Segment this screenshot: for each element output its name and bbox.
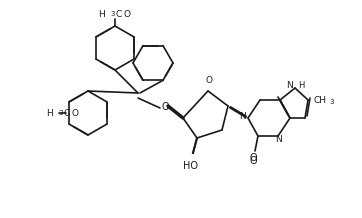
Text: O: O [162,102,170,112]
Text: N: N [239,111,245,121]
Text: C: C [63,109,69,118]
Text: N: N [275,136,282,145]
Text: O: O [71,109,78,118]
Text: H: H [98,10,105,19]
Text: 3: 3 [110,11,114,17]
Text: C: C [115,10,121,19]
Text: N: N [286,80,293,90]
Text: CH: CH [313,95,326,104]
Text: 3: 3 [58,110,63,116]
Text: HO: HO [182,161,198,171]
Text: H: H [298,80,304,90]
Text: H: H [46,109,53,118]
Text: 3: 3 [329,99,333,105]
Text: O: O [123,10,130,19]
Text: O: O [206,76,212,85]
Text: O: O [249,153,257,163]
Text: O: O [249,156,257,166]
